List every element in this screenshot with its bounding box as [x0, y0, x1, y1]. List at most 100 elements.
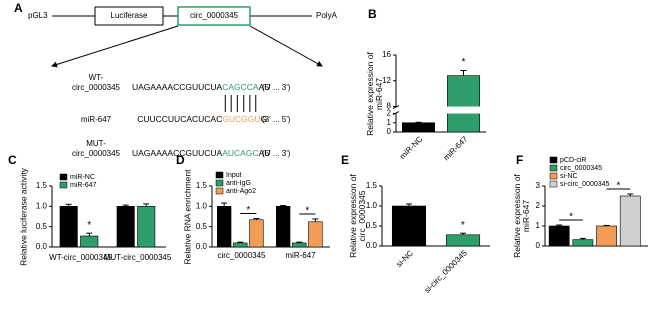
y-axis-label: Relative expression of miR-647: [365, 51, 384, 136]
seq-part: UAGAAAACCGUUCUA: [132, 82, 223, 92]
y-tick-label: 1.0: [366, 201, 378, 210]
seq-part: CUUCCUUCACUCAC: [137, 114, 222, 124]
panel-label: B: [368, 7, 377, 21]
x-tick-label: miR-647: [285, 251, 316, 260]
y-tick-label: 2: [387, 109, 392, 118]
y-tick-label: 1.0: [196, 201, 208, 210]
wt-direction: (5' ... 3'): [262, 83, 291, 92]
luciferase-box: [94, 6, 164, 26]
y-tick-label: 0.5: [36, 222, 48, 231]
y-tick-label: 0.0: [196, 242, 208, 251]
legend-label: si-circ_0000345: [560, 181, 610, 188]
y-tick-label: 12: [382, 76, 391, 85]
wt-sequence: UAGAAAACCGUUCUACAGCCAAU: [132, 82, 270, 92]
legend-label: anti-IgG: [226, 180, 251, 187]
zoom-arrow: [51, 25, 179, 68]
x-tick-label: miR-NC: [398, 134, 425, 161]
panel-label: C: [8, 153, 17, 167]
y-tick-label: 16: [382, 50, 391, 59]
panel-label: F: [516, 153, 523, 167]
significance-mark: *: [87, 220, 91, 231]
bar: [116, 206, 135, 248]
insert-box: [177, 6, 251, 26]
legend-swatch: [215, 179, 224, 187]
bar: [233, 242, 248, 248]
legend-swatch: [549, 172, 558, 180]
bar: [80, 235, 99, 248]
bar: [596, 225, 617, 247]
legend-swatch: [549, 164, 558, 172]
significance-mark: *: [305, 206, 309, 217]
panel-label: E: [341, 153, 349, 167]
bar: [276, 206, 291, 248]
polya-label: PolyA: [316, 11, 338, 20]
significance-mark: *: [462, 57, 466, 68]
zoom-arrow: [249, 25, 323, 67]
legend-swatch: [215, 187, 224, 195]
y-axis-label: Relative expression of miR-647: [512, 174, 531, 258]
seq-site: AUCAGC: [222, 148, 258, 158]
panel-label: D: [176, 153, 185, 167]
mir-sequence: CUUCCUUCACUCACGUCGGUG: [137, 114, 267, 124]
y-tick-label: 1.5: [366, 181, 378, 190]
x-tick-label: si-circ_0000345: [423, 248, 470, 295]
legend-label: anti-Ago2: [226, 188, 256, 195]
bar: [292, 242, 307, 248]
legend-label: pCD-ciR: [560, 157, 586, 164]
bar-break: [446, 106, 481, 114]
mut-label: MUT-: [86, 139, 106, 148]
seq-part: G: [260, 114, 267, 124]
luciferase-label: Luciferase: [111, 11, 148, 20]
bar: [572, 239, 594, 247]
panel-label: A: [14, 1, 23, 15]
significance-mark: *: [461, 220, 465, 231]
bar: [446, 75, 480, 133]
y-tick-label: 0.5: [366, 221, 378, 230]
legend-swatch: [549, 156, 558, 164]
mir-label: miR-647: [81, 115, 112, 124]
y-axis-label: Relative luciferase activity: [18, 167, 29, 266]
x-tick-label: si-NC: [394, 248, 415, 269]
legend-label: Input: [226, 172, 242, 179]
legend-swatch: [549, 180, 558, 188]
wt-label: circ_0000345: [72, 83, 121, 92]
bar: [308, 221, 323, 248]
bar: [401, 122, 435, 133]
legend-swatch: [59, 173, 68, 181]
insert-label: circ_0000345: [190, 11, 239, 20]
bar: [548, 225, 570, 247]
y-tick-label: 8: [387, 102, 392, 111]
seq-site: CAGCCA: [222, 82, 259, 92]
mut-sequence: UAGAAAACCGUUCUAAUCAGCAU: [132, 148, 270, 158]
x-tick-label: WT-circ_0000345: [49, 253, 112, 262]
y-tick-label: 0.0: [366, 241, 378, 250]
seq-part: UAGAAAACCGUUCUA: [132, 148, 223, 158]
vector-label: pGL3: [28, 11, 48, 20]
y-tick-label: 1.5: [36, 181, 48, 190]
y-tick-label: 1: [387, 118, 392, 127]
wt-label: WT-: [89, 73, 104, 82]
legend-swatch: [215, 171, 224, 179]
bar: [391, 205, 427, 247]
y-tick-label: 0.0: [36, 242, 48, 251]
y-tick-label: 0.5: [196, 222, 208, 231]
seq-site: GUCGGU: [222, 114, 260, 124]
y-tick-label: 3: [536, 181, 541, 190]
x-tick-label: MUT-circ_0000345: [103, 253, 172, 262]
y-tick-label: 2: [536, 201, 541, 210]
legend-label: miR-NC: [70, 174, 95, 181]
bar: [445, 234, 481, 247]
mut-direction: (5' ... 3'): [262, 149, 291, 158]
significance-mark: *: [246, 205, 250, 216]
significance-mark: *: [569, 212, 573, 223]
legend-label: si-NC: [560, 173, 578, 180]
mir-direction: (3' ... 5'): [262, 115, 291, 124]
x-tick-label: miR-647: [442, 134, 470, 162]
y-axis-label: Relative expression of circ_0000345: [348, 174, 367, 258]
y-tick-label: 0: [536, 241, 541, 250]
y-tick-label: 1.0: [36, 201, 48, 210]
legend-label: miR-647: [70, 182, 97, 189]
x-tick-label: circ_0000345: [217, 251, 266, 260]
bar: [217, 206, 232, 248]
